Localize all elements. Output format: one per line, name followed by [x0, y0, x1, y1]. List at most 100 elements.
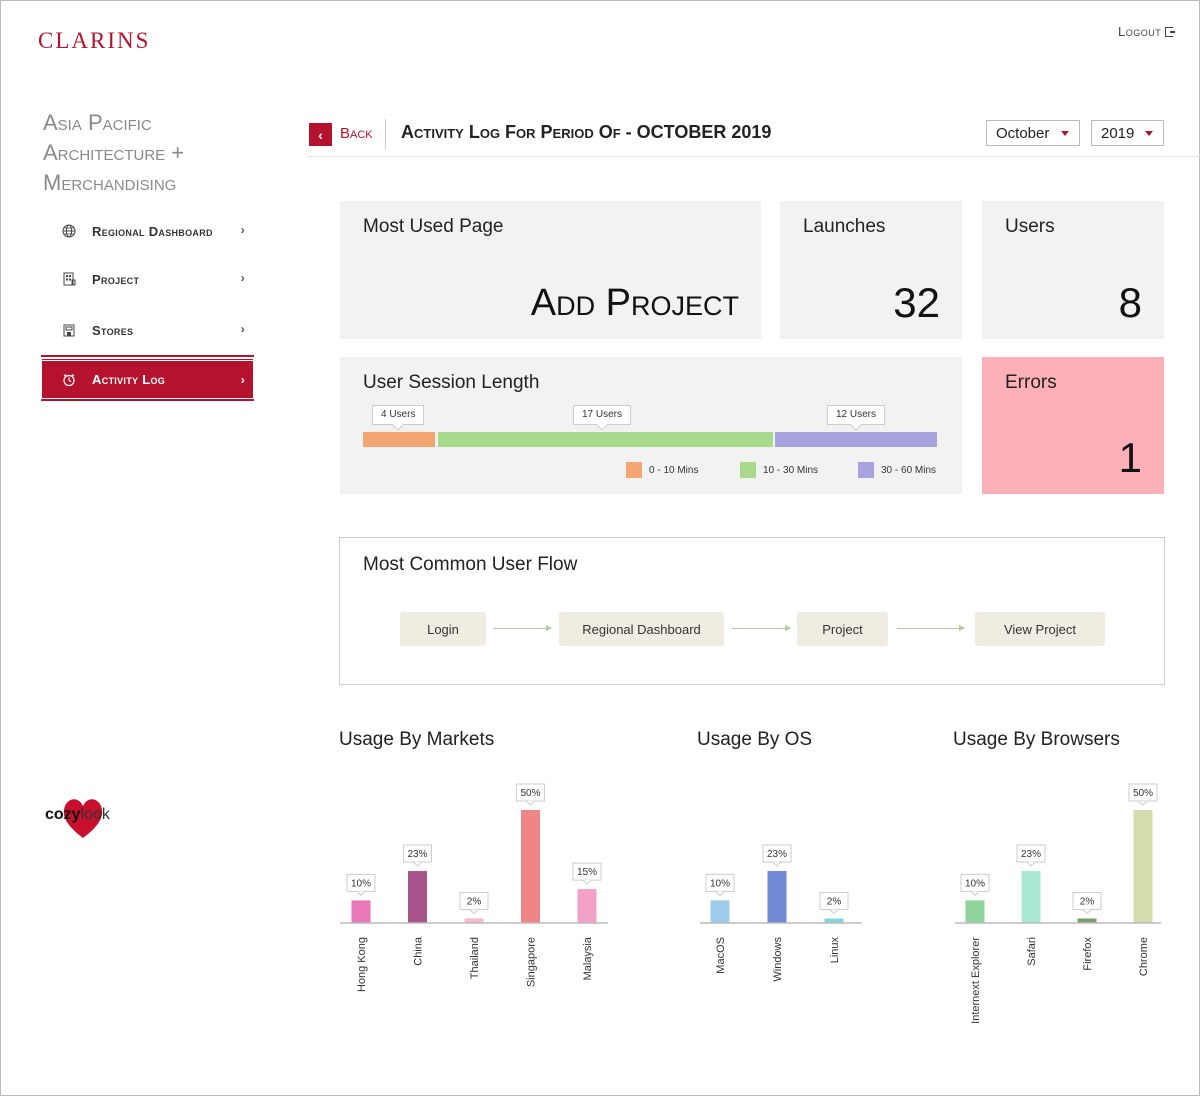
category-label: Thailand	[469, 937, 481, 979]
svg-text:10%: 10%	[710, 878, 730, 889]
month-select-value: October	[996, 125, 1050, 142]
arrow-right-icon	[732, 625, 791, 631]
card-label: Users	[1005, 216, 1055, 237]
browsers-bar-chart: 10% Internext Explorer 23% Safari 2% Firefox 5…	[955, 783, 1161, 1024]
svg-text:2%: 2%	[467, 896, 482, 907]
year-select[interactable]: 2019	[1091, 120, 1164, 146]
sidebar-item-label: Stores	[92, 322, 134, 338]
arrow-right-icon	[897, 625, 965, 631]
bar-value-label: 23%	[1016, 844, 1046, 867]
chart-bar	[824, 918, 844, 923]
bar-value-label: 10%	[705, 873, 735, 897]
logout-label: Logout	[1118, 24, 1162, 39]
session-bar-segment	[438, 432, 773, 447]
sidebar-item-regional-dashboard[interactable]: Regional Dashboard ›	[42, 211, 253, 251]
svg-text:23%: 23%	[1021, 849, 1041, 860]
bar-value-label: 10%	[346, 873, 376, 897]
clarins-logo[interactable]: CLARINS	[38, 28, 151, 53]
legend-swatch	[740, 462, 756, 478]
chart-title: Usage By OS	[697, 729, 813, 750]
flow-step: Regional Dashboard	[559, 612, 724, 646]
legend-item: 0 - 10 Mins	[626, 462, 698, 478]
category-label: Firefox	[1082, 937, 1094, 971]
building-icon	[63, 272, 76, 286]
chart-bar	[464, 918, 484, 923]
legend-item: 30 - 60 Mins	[858, 462, 936, 478]
svg-text:50%: 50%	[520, 788, 540, 799]
bar-value-label: 10%	[960, 873, 990, 897]
chart-bar	[521, 810, 540, 923]
cozylook-wordmark: cozylook	[45, 806, 110, 823]
svg-text:10%: 10%	[351, 878, 371, 889]
category-label: China	[413, 936, 425, 966]
legend-item: 10 - 30 Mins	[740, 462, 818, 478]
chart-bar	[408, 871, 427, 923]
segment-label: 17 Users	[573, 405, 632, 425]
segment-label: 12 Users	[827, 405, 886, 425]
bar-value-label: 15%	[572, 862, 602, 885]
sidebar-title: Asia Pacific Architecture + Merchandisin…	[43, 110, 185, 195]
logout-icon	[1165, 27, 1176, 37]
chart-bar	[1133, 810, 1153, 923]
globe-icon	[62, 224, 76, 238]
clock-icon	[63, 373, 75, 386]
chart-bar	[965, 900, 985, 923]
arrow-right-icon	[493, 625, 552, 631]
category-label: Internext Explorer	[970, 937, 982, 1024]
svg-text:2%: 2%	[827, 896, 842, 907]
bar-value-label: 2%	[459, 891, 489, 915]
chevron-right-icon: ›	[240, 373, 245, 387]
segment-label: 4 Users	[372, 405, 425, 425]
chart-bar	[1077, 918, 1097, 923]
sidebar-item-project[interactable]: Project ›	[42, 259, 253, 299]
launches-card: Launches 32	[780, 201, 962, 339]
divider	[385, 119, 386, 149]
category-label: Chrome	[1138, 937, 1150, 976]
svg-text:50%: 50%	[1133, 788, 1153, 799]
legend-swatch	[626, 462, 642, 478]
active-nav-border	[41, 355, 254, 401]
category-label: Safari	[1026, 937, 1038, 966]
chart-bar	[710, 900, 730, 923]
chart-bar	[767, 871, 787, 923]
sidebar-item-label: Activity Log	[92, 372, 166, 387]
markets-bar-chart: 10% Hong Kong 23% China 2% Thailand 50% Singapo…	[340, 783, 608, 992]
chevron-right-icon: ›	[240, 223, 245, 237]
chart-bar	[577, 889, 597, 923]
bar-value-label: 23%	[403, 844, 432, 867]
category-label: Singapore	[526, 937, 538, 987]
svg-text:15%: 15%	[577, 867, 597, 878]
header-divider	[308, 156, 1200, 157]
svg-text:23%: 23%	[767, 849, 787, 860]
sidebar-item-label: Regional Dashboard	[92, 223, 213, 239]
category-label: Linux	[829, 937, 841, 964]
category-label: MacOS	[715, 937, 727, 974]
back-button[interactable]: ‹	[309, 123, 332, 146]
cozylook-logo: cozylook	[45, 794, 135, 844]
year-select-value: 2019	[1101, 125, 1135, 142]
sidebar-item-activity-log[interactable]: Activity Log ›	[42, 358, 253, 398]
month-select[interactable]: October	[986, 120, 1080, 146]
errors-card: Errors 1	[982, 357, 1164, 494]
card-value: 32	[893, 279, 940, 326]
card-label: Most Used Page	[363, 216, 504, 237]
bar-value-label: 50%	[1128, 783, 1158, 806]
chart-title: Usage By Browsers	[953, 729, 1120, 750]
flow-title: Most Common User Flow	[363, 554, 578, 575]
bar-value-label: 2%	[819, 891, 849, 915]
chart-bar	[1021, 871, 1041, 923]
flow-step: Login	[400, 612, 486, 646]
user-flow-panel: Most Common User Flow Login Regional Das…	[339, 537, 1165, 685]
caret-down-icon	[1061, 131, 1069, 136]
sidebar-item-stores[interactable]: Stores ›	[42, 310, 253, 350]
back-link[interactable]: Back	[340, 125, 373, 142]
caret-down-icon	[1145, 131, 1153, 136]
svg-text:2%: 2%	[1080, 896, 1095, 907]
logout-button[interactable]: Logout	[1118, 24, 1176, 39]
chevron-right-icon: ›	[240, 271, 245, 285]
card-label: Launches	[803, 216, 886, 237]
os-bar-chart: 10% MacOS 23% Windows 2% Linux	[700, 844, 862, 982]
chart-title: Usage By Markets	[339, 729, 495, 750]
card-label: Errors	[1005, 372, 1057, 393]
page-title: Activity Log For Period Of - OCTOBER 201…	[401, 122, 772, 142]
